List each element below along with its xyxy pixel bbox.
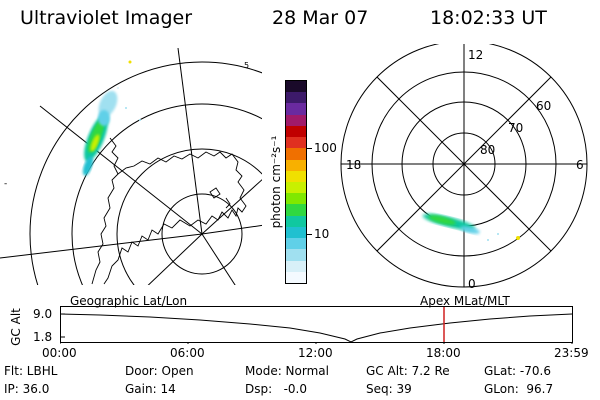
geographic-map: 5 - [0, 48, 262, 285]
colorbar-swatch [286, 137, 306, 149]
ip-info: IP: 36.0 [4, 382, 50, 396]
colorbar-swatch [286, 92, 306, 104]
mlt-label-dusk: 18 [346, 158, 361, 172]
meridian-line [177, 48, 203, 235]
colorbar-swatch [286, 125, 306, 138]
colorbar-swatch [286, 103, 306, 115]
colorbar-tick-label: 100 [314, 141, 337, 155]
colorbar-swatch [286, 226, 306, 239]
colorbar-swatch [286, 204, 306, 216]
colorbar-swatch [286, 159, 306, 171]
timeline-x-tick: 00:00 [42, 346, 77, 360]
filter-info: Flt: LBHL [4, 364, 58, 378]
coastline [225, 197, 231, 209]
colorbar-swatch [286, 238, 306, 250]
colorbar-unit-label: photon cm⁻²s⁻¹ [269, 135, 283, 229]
timeline-y-tick: 9.0 [33, 307, 53, 321]
mlat-mlt-dial: 12 18 6 0 60 70 80 [340, 44, 588, 291]
lat-circle [161, 193, 243, 275]
colorbar-swatch [286, 81, 306, 93]
aurora-emission [82, 60, 141, 176]
meridian-line [147, 233, 203, 285]
timeline-x-tick: 12:00 [298, 346, 333, 360]
gc-alt-info: GC Alt: 7.2 Re [366, 364, 450, 378]
timeline-axis-title: GC Alt [9, 308, 23, 346]
mlt-label-midnight: 0 [468, 277, 476, 291]
mlat-label: 70 [508, 121, 523, 135]
colorbar-swatch [286, 249, 306, 261]
date-label: 28 Mar 07 [272, 7, 369, 29]
mlt-label-noon: 12 [468, 48, 483, 62]
lat-circle [29, 61, 262, 285]
mlat-label: 80 [480, 143, 495, 157]
lat-circle [116, 148, 262, 285]
colorbar [285, 80, 307, 284]
colorbar-swatch [286, 181, 306, 194]
aurora-emission [422, 213, 520, 241]
meridian-line [201, 224, 262, 235]
coastline [109, 137, 119, 175]
colorbar-swatch [286, 114, 306, 126]
seq-info: Seq: 39 [366, 382, 412, 396]
lat-circle [71, 103, 262, 285]
meridian-line [0, 233, 203, 259]
edge-tick: - [4, 179, 7, 189]
meridian-line [201, 179, 262, 235]
meridian-line [39, 105, 203, 235]
dsp-info: Dsp: -0.0 [245, 382, 308, 396]
time-label: 18:02:33 UT [430, 7, 547, 29]
mode-info: Mode: Normal [245, 364, 329, 378]
corner-marker: 5 [244, 61, 249, 70]
mlt-line [367, 67, 561, 261]
colorbar-swatch [286, 215, 306, 227]
gain-info: Gain: 14 [125, 382, 176, 396]
door-info: Door: Open [125, 364, 194, 378]
colorbar-swatch [286, 170, 306, 182]
colorbar-swatch [286, 271, 306, 283]
coastline [209, 187, 221, 199]
altitude-trace [60, 313, 573, 343]
mlt-label-dawn: 6 [576, 158, 584, 172]
coastline [91, 151, 247, 285]
meridian-line [201, 233, 236, 285]
colorbar-swatch [286, 193, 306, 205]
glon-info: GLon: 96.7 [484, 382, 554, 396]
mlat-label: 60 [536, 99, 551, 113]
geographic-label: Geographic Lat/Lon [70, 294, 188, 308]
timeline-plot [60, 306, 573, 344]
colorbar-swatch [286, 260, 306, 272]
instrument-title: Ultraviolet Imager [20, 7, 193, 29]
colorbar-swatch [286, 148, 306, 160]
colorbar-tick-label: 10 [314, 227, 330, 241]
timeline-x-tick: 18:00 [426, 346, 461, 360]
apex-label: Apex MLat/MLT [420, 294, 510, 308]
timeline-x-tick: 23:59 [554, 346, 589, 360]
glat-info: GLat: -70.6 [484, 364, 551, 378]
timeline-y-tick: 1.8 [33, 330, 53, 344]
timeline-x-tick: 06:00 [170, 346, 205, 360]
